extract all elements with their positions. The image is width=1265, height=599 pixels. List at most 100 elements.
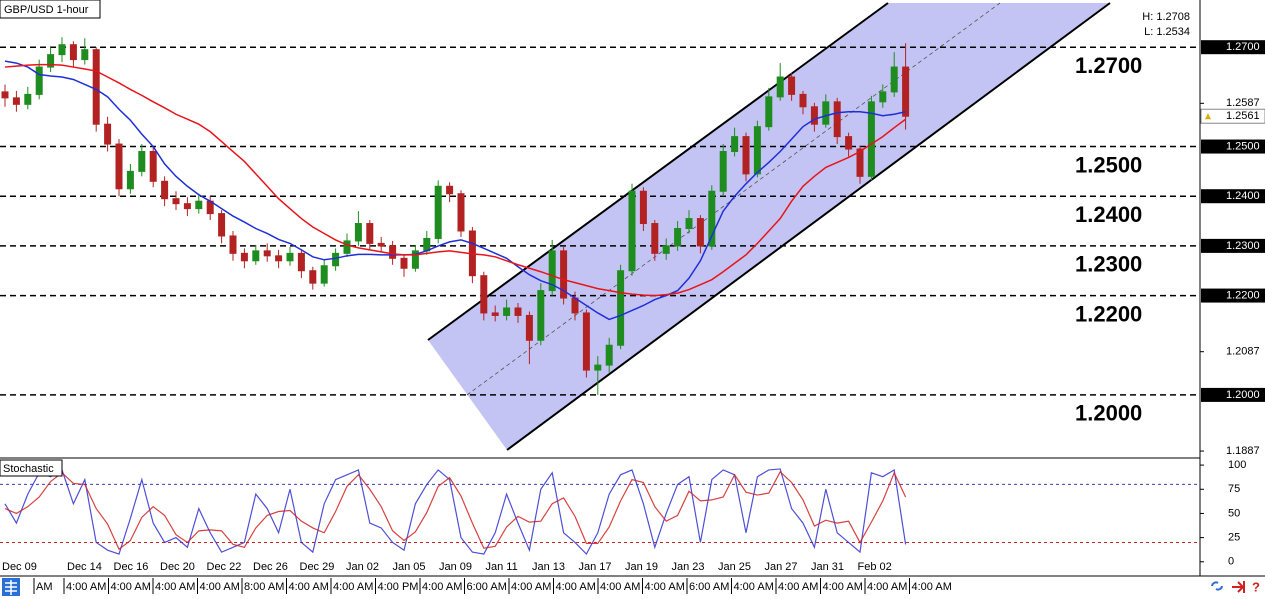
candle-body xyxy=(104,123,112,145)
scroll-icon[interactable] xyxy=(1232,581,1245,593)
x-date-label: Jan 23 xyxy=(672,561,705,573)
candle-body xyxy=(218,213,226,237)
candle-body xyxy=(582,312,590,371)
candle-body xyxy=(548,250,556,292)
candle-body xyxy=(639,190,647,225)
level-box xyxy=(1201,288,1265,303)
candle-body xyxy=(685,218,693,230)
candle-body xyxy=(457,193,465,232)
x-date-label: Jan 27 xyxy=(765,561,798,573)
x-date-label: Jan 13 xyxy=(532,561,565,573)
x-time-label: 4:00 AM xyxy=(511,581,551,593)
level-box-label: 1.2300 xyxy=(1226,240,1260,252)
candle-body xyxy=(58,44,66,56)
time-axis: Dec 09 Dec 14 Dec 16 Dec 20 Dec 22 Dec 26 Dec … xyxy=(2,561,952,594)
candle-body xyxy=(822,101,830,125)
stochastic-tick-label: 75 xyxy=(1228,483,1240,495)
level-label: 1.2400 xyxy=(1075,202,1142,227)
candle-body xyxy=(776,76,784,98)
x-time-label: 4:00 AM xyxy=(778,581,818,593)
candle-body xyxy=(867,101,875,177)
candle-body xyxy=(525,314,533,341)
x-date-label: Dec 20 xyxy=(160,561,195,573)
candle-body xyxy=(252,250,260,262)
channel-upper xyxy=(427,2,889,341)
x-date-label: Jan 31 xyxy=(811,561,844,573)
candle-body xyxy=(753,126,761,175)
candle-body xyxy=(651,223,659,254)
x-date-label: Feb 02 xyxy=(858,561,892,573)
candle-body xyxy=(708,190,716,247)
x-time-label: AM xyxy=(36,581,53,593)
channel-mid xyxy=(466,2,1001,396)
stochastic-tick-label: 50 xyxy=(1228,507,1240,519)
stochastic-title: Stochastic xyxy=(3,463,54,475)
toolbar-icon-glyph xyxy=(5,580,17,595)
candle-body xyxy=(195,200,203,210)
x-date-label: Jan 11 xyxy=(486,561,518,573)
x-time-label: 4:00 AM xyxy=(333,581,373,593)
x-date-label: Jan 17 xyxy=(579,561,612,573)
candle-body xyxy=(890,66,898,93)
candle-body xyxy=(514,307,522,316)
y-tick-label: 1.1887 xyxy=(1226,445,1260,457)
candle-body xyxy=(263,250,271,257)
high-label: H: 1.2708 xyxy=(1142,11,1190,23)
candle-body xyxy=(480,275,488,314)
candle-body xyxy=(742,136,750,175)
candle-body xyxy=(628,190,636,272)
x-time-label: 4:00 AM xyxy=(111,581,151,593)
x-date-label: Jan 19 xyxy=(625,561,658,573)
candle-body xyxy=(275,255,283,262)
candle-body xyxy=(354,223,362,242)
x-date-label: Dec 22 xyxy=(207,561,242,573)
candle-body xyxy=(423,237,431,252)
y-tick-label: 1.2587 xyxy=(1226,97,1260,109)
channel-lower xyxy=(506,2,1111,451)
candle-body xyxy=(594,364,602,371)
candle-body xyxy=(617,270,625,346)
candle-body xyxy=(434,185,442,239)
candle-body xyxy=(24,93,32,105)
stochastic-tick-label: 100 xyxy=(1228,459,1246,471)
x-date-label: Jan 25 xyxy=(718,561,751,573)
x-time-label: 4:00 PM xyxy=(378,581,419,593)
level-box xyxy=(1201,189,1265,204)
level-box-label: 1.2200 xyxy=(1226,289,1260,301)
level-box xyxy=(1201,387,1265,402)
level-box xyxy=(1201,238,1265,253)
link-icon[interactable] xyxy=(1211,581,1223,591)
x-time-label: 4:00 AM xyxy=(155,581,195,593)
candle-body xyxy=(229,235,237,254)
candle-body xyxy=(605,344,613,366)
level-box-label: 1.2700 xyxy=(1226,41,1260,53)
current-price-label: 1.2561 xyxy=(1226,110,1260,122)
candle-body xyxy=(81,49,89,61)
candle-body xyxy=(856,148,864,177)
candle-body xyxy=(491,312,499,316)
candle-body xyxy=(69,44,77,61)
level-box-label: 1.2000 xyxy=(1226,389,1260,401)
stochastic-title-box xyxy=(0,459,63,477)
x-time-label: 4:00 AM xyxy=(645,581,685,593)
candle-body xyxy=(332,252,340,267)
candle-body xyxy=(366,223,374,244)
x-time-label: 4:00 AM xyxy=(66,581,106,593)
candle-body xyxy=(240,252,248,262)
title-box xyxy=(0,0,101,19)
current-price-arrow xyxy=(1205,113,1211,120)
help-icon[interactable]: ? xyxy=(1252,579,1260,594)
levels: 1.2700 1.2500 1.2400 1.2300 1.2200 1.2000 xyxy=(0,46,1200,426)
candle-body xyxy=(1,91,9,99)
x-time-label: 4:00 AM xyxy=(556,581,596,593)
candle-body xyxy=(126,170,134,190)
candle-body xyxy=(765,96,773,128)
candle-body xyxy=(696,218,704,247)
candle-body xyxy=(92,49,100,125)
x-time-label: 8:00 AM xyxy=(244,581,284,593)
x-time-label: 4:00 AM xyxy=(912,581,952,593)
x-time-label: 6:00 AM xyxy=(467,581,507,593)
stochastic-line xyxy=(4,468,907,556)
candle-body xyxy=(138,151,146,172)
